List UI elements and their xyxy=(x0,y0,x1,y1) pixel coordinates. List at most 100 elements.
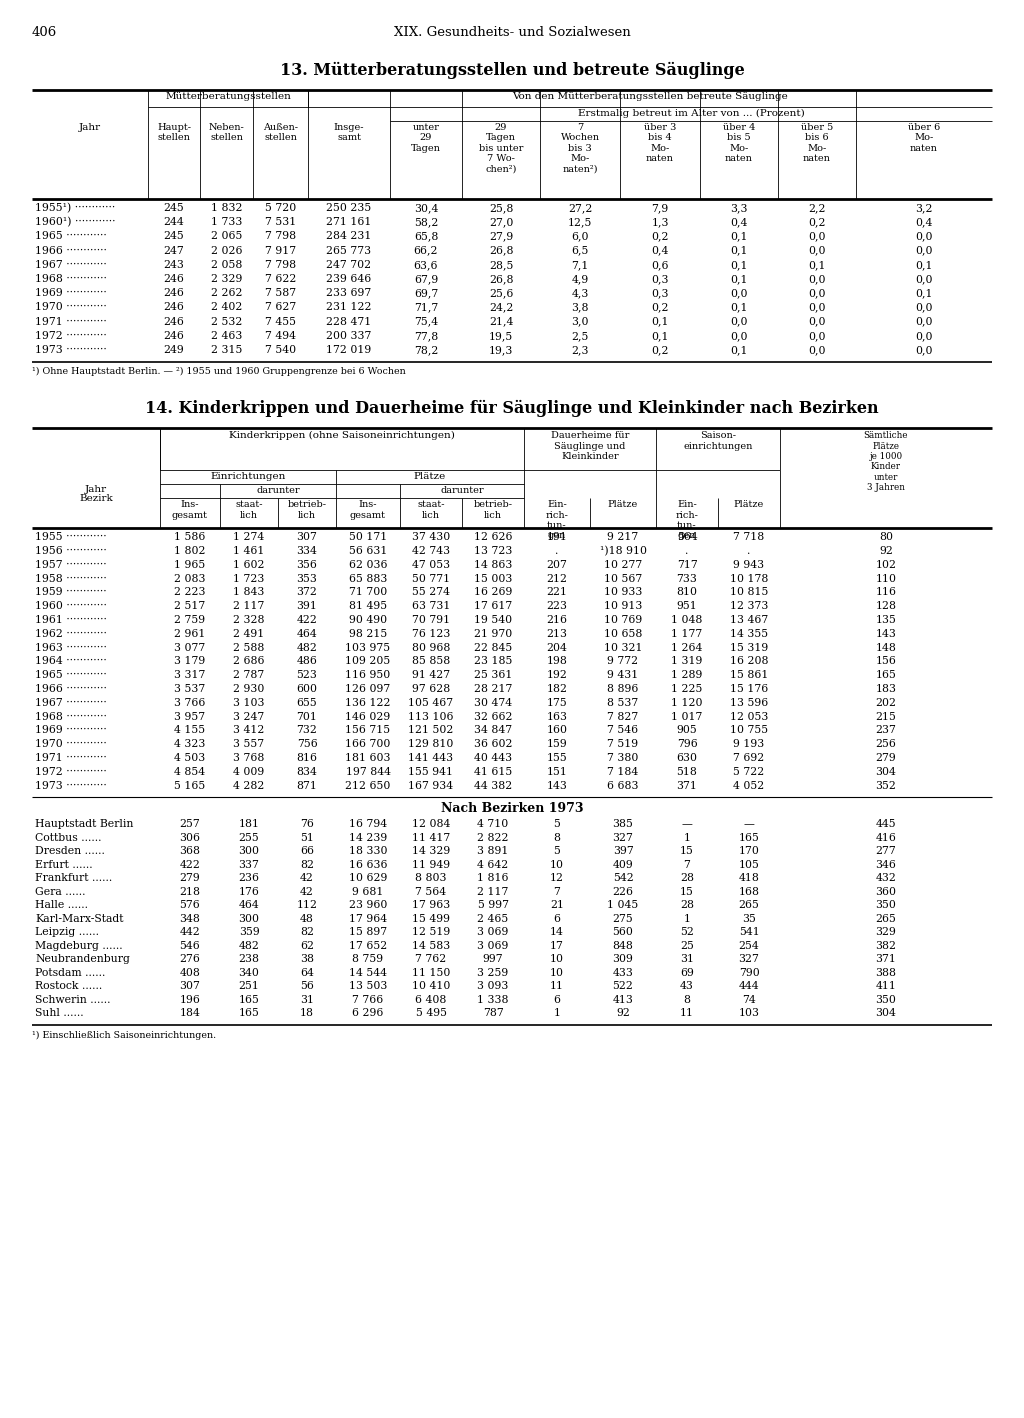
Text: 444: 444 xyxy=(738,981,760,991)
Text: 5 495: 5 495 xyxy=(416,1008,446,1018)
Text: 871: 871 xyxy=(297,780,317,791)
Text: 28 217: 28 217 xyxy=(474,683,512,693)
Text: 11: 11 xyxy=(680,1008,694,1018)
Text: Rostock ......: Rostock ...... xyxy=(35,981,102,991)
Text: betrieb-
lich: betrieb- lich xyxy=(473,501,512,519)
Text: 4 710: 4 710 xyxy=(477,820,509,830)
Text: 1 045: 1 045 xyxy=(607,900,639,910)
Text: 10 567: 10 567 xyxy=(604,574,642,584)
Text: 13 596: 13 596 xyxy=(730,698,768,708)
Text: 42 743: 42 743 xyxy=(412,546,451,556)
Text: 3 317: 3 317 xyxy=(174,671,206,681)
Text: 276: 276 xyxy=(179,954,201,964)
Text: 997: 997 xyxy=(482,954,504,964)
Text: 1958 ············: 1958 ············ xyxy=(35,574,106,584)
Text: 0,0: 0,0 xyxy=(808,231,825,241)
Text: 0,0: 0,0 xyxy=(730,316,748,326)
Text: 7 494: 7 494 xyxy=(265,330,296,340)
Text: Cottbus ......: Cottbus ...... xyxy=(35,832,101,842)
Text: 7,9: 7,9 xyxy=(651,203,669,213)
Text: 143: 143 xyxy=(547,780,567,791)
Text: 422: 422 xyxy=(179,859,201,869)
Text: 74: 74 xyxy=(742,995,756,1005)
Text: 102: 102 xyxy=(876,560,896,570)
Text: Dauerheime für
Säuglinge und
Kleinkinder: Dauerheime für Säuglinge und Kleinkinder xyxy=(551,431,629,461)
Text: 16 794: 16 794 xyxy=(349,820,387,830)
Text: 80: 80 xyxy=(879,532,893,542)
Text: 411: 411 xyxy=(876,981,896,991)
Text: 13 503: 13 503 xyxy=(349,981,387,991)
Text: 0,0: 0,0 xyxy=(808,274,825,284)
Text: 0,4: 0,4 xyxy=(651,245,669,255)
Text: Von den Mütterberatungsstellen betreute Säuglinge: Von den Mütterberatungsstellen betreute … xyxy=(512,92,787,101)
Text: 70 791: 70 791 xyxy=(412,615,451,625)
Text: 85 858: 85 858 xyxy=(412,657,451,666)
Text: 397: 397 xyxy=(612,847,634,856)
Text: 7 546: 7 546 xyxy=(607,726,639,736)
Text: 352: 352 xyxy=(876,780,896,791)
Text: 1 120: 1 120 xyxy=(672,698,702,708)
Text: Kinderkrippen (ohne Saisoneinrichtungen): Kinderkrippen (ohne Saisoneinrichtungen) xyxy=(229,431,455,441)
Text: 181: 181 xyxy=(239,820,259,830)
Text: 69: 69 xyxy=(680,968,694,978)
Text: 3 412: 3 412 xyxy=(233,726,264,736)
Text: 41 615: 41 615 xyxy=(474,767,512,777)
Text: 1969 ············: 1969 ············ xyxy=(35,288,106,298)
Text: 109 205: 109 205 xyxy=(345,657,390,666)
Text: 14 863: 14 863 xyxy=(474,560,512,570)
Text: 1966 ············: 1966 ············ xyxy=(35,683,106,693)
Text: 1965 ············: 1965 ············ xyxy=(35,231,106,241)
Text: 38: 38 xyxy=(300,954,314,964)
Text: 143: 143 xyxy=(876,628,896,638)
Text: 3 891: 3 891 xyxy=(477,847,509,856)
Text: Karl-Marx-Stadt: Karl-Marx-Stadt xyxy=(35,913,124,925)
Text: 2 961: 2 961 xyxy=(174,628,206,638)
Text: 3,8: 3,8 xyxy=(571,302,589,312)
Text: 371: 371 xyxy=(876,954,896,964)
Text: 249: 249 xyxy=(164,345,184,354)
Text: 246: 246 xyxy=(164,288,184,298)
Text: Halle ......: Halle ...... xyxy=(35,900,88,910)
Text: 7 622: 7 622 xyxy=(265,274,296,284)
Text: Mütterberatungsstellen: Mütterberatungsstellen xyxy=(165,92,291,101)
Text: 25,8: 25,8 xyxy=(488,203,513,213)
Text: 207: 207 xyxy=(547,560,567,570)
Text: 10 178: 10 178 xyxy=(730,574,768,584)
Text: 256: 256 xyxy=(876,739,896,749)
Text: 1956 ············: 1956 ············ xyxy=(35,546,106,556)
Text: 14. Kinderkrippen und Dauerheime für Säuglinge und Kleinkinder nach Bezirken: 14. Kinderkrippen und Dauerheime für Säu… xyxy=(145,400,879,417)
Text: 2 588: 2 588 xyxy=(233,642,264,652)
Text: 350: 350 xyxy=(876,995,896,1005)
Text: 2 402: 2 402 xyxy=(211,302,243,312)
Text: 7 531: 7 531 xyxy=(265,217,296,227)
Text: darunter: darunter xyxy=(440,486,483,495)
Text: 121 502: 121 502 xyxy=(409,726,454,736)
Text: 284 231: 284 231 xyxy=(327,231,372,241)
Text: 221: 221 xyxy=(547,587,567,597)
Text: 71,7: 71,7 xyxy=(414,302,438,312)
Text: 15: 15 xyxy=(680,886,694,898)
Text: 28: 28 xyxy=(680,873,694,883)
Text: 160: 160 xyxy=(547,726,567,736)
Text: 250 235: 250 235 xyxy=(327,203,372,213)
Text: 11: 11 xyxy=(550,981,564,991)
Text: 3 077: 3 077 xyxy=(174,642,206,652)
Text: ¹) Einschließlich Saisoneinrichtungen.: ¹) Einschließlich Saisoneinrichtungen. xyxy=(32,1031,216,1039)
Text: 58,2: 58,2 xyxy=(414,217,438,227)
Text: 112: 112 xyxy=(297,900,317,910)
Text: 787: 787 xyxy=(482,1008,504,1018)
Text: .: . xyxy=(555,546,559,556)
Text: 251: 251 xyxy=(239,981,259,991)
Text: 8 537: 8 537 xyxy=(607,698,639,708)
Text: Potsdam ......: Potsdam ...... xyxy=(35,968,105,978)
Text: 7,1: 7,1 xyxy=(571,259,589,269)
Text: 1955¹) ············: 1955¹) ············ xyxy=(35,203,116,213)
Text: 236: 236 xyxy=(239,873,259,883)
Text: 13 723: 13 723 xyxy=(474,546,512,556)
Text: 196: 196 xyxy=(179,995,201,1005)
Text: 1968 ············: 1968 ············ xyxy=(35,274,106,284)
Text: 26,8: 26,8 xyxy=(488,274,513,284)
Text: 141 443: 141 443 xyxy=(409,753,454,763)
Text: 15 499: 15 499 xyxy=(412,913,450,925)
Text: 246: 246 xyxy=(164,302,184,312)
